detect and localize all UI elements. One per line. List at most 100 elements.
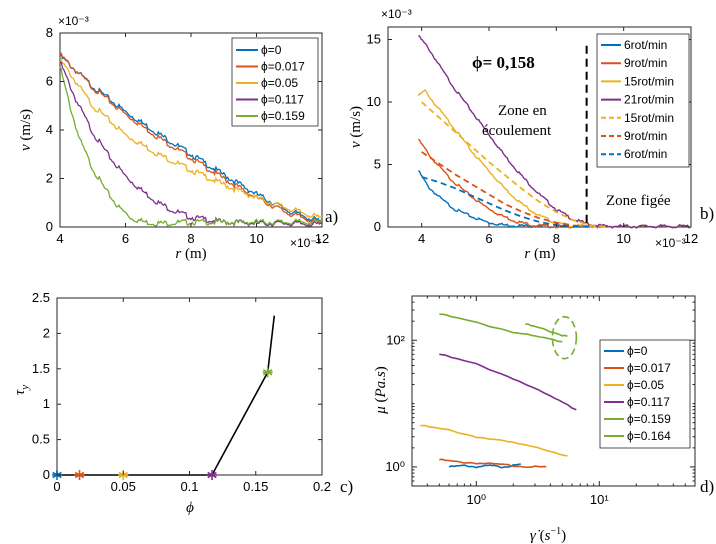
panel-a-y-tick-label: 2 — [46, 171, 53, 186]
panel-c-x-tick-label: 0 — [53, 479, 60, 494]
panel-d-series-line — [439, 458, 547, 468]
panel-b-y-tick-label: 15 — [367, 32, 381, 47]
panel-b-y-ticks: 0 5 10 15 — [367, 32, 691, 234]
panel-d-legend-entry: ϕ=0.164 — [627, 429, 671, 443]
panel-a-y-tick-label: 6 — [46, 74, 53, 89]
panel-a-x-tick-label: 8 — [187, 231, 194, 246]
panel-b-y-tick-label: 10 — [367, 94, 381, 109]
panel-a-legend-entry: ϕ=0.017 — [261, 60, 305, 74]
panel-a-legend: ϕ=0 ϕ=0.017 ϕ=0.05 ϕ=0.117 ϕ=0.159 — [231, 37, 319, 127]
panel-a-y-tick-label: 4 — [46, 122, 53, 137]
panel-a-legend-entry: ϕ=0.159 — [261, 109, 305, 123]
panel-c-y-ticks: 0 0.5 1 1.5 2 2.5 — [32, 290, 322, 482]
panel-d-series-line — [448, 463, 521, 469]
panel-d-x-tick-label: 10⁰ — [466, 492, 486, 507]
panel-d-legend-entry: ϕ=0.017 — [627, 361, 671, 375]
panel-b-flow-zone-label-1: Zone en — [498, 103, 547, 119]
panel-b-y-exponent: ×10⁻³ — [381, 7, 412, 21]
panel-b-series-dashed — [421, 151, 591, 228]
panel-a-y-tick-label: 8 — [46, 25, 53, 40]
panel-c-y-tick-label: 0.5 — [32, 432, 50, 447]
panel-a-x-exponent: ×10⁻³ — [290, 236, 321, 250]
panel-b-legend-entry: 9rot/min — [624, 129, 667, 143]
panel-b-x-tick-label: 6 — [485, 231, 492, 246]
panel-b-legend-entry: 21rot/min — [624, 93, 674, 107]
panel-b-x-tick-label: 4 — [418, 231, 425, 246]
panel-a-series-line — [59, 57, 322, 219]
panel-a-x-tick-label: 10 — [249, 231, 263, 246]
panel-b-legend-entry: 9rot/min — [624, 56, 667, 70]
panel-a-legend-entry: ϕ=0.117 — [261, 93, 304, 107]
panel-b-legend-entry: 15rot/min — [624, 74, 674, 88]
panel-b-legend-entry: 6rot/min — [624, 38, 667, 52]
panel-b-series-dashed — [421, 101, 607, 228]
panel-c-label: c) — [340, 477, 353, 496]
panel-b-phi-annotation: ϕ= 0,158 — [472, 53, 535, 72]
panel-d-y-tick-label: 10² — [386, 332, 405, 347]
panel-b-x-label: r (m) — [524, 246, 555, 262]
panel-c-y-tick-label: 2.5 — [32, 290, 50, 305]
panel-b-flow-zone-label-2: écoulement — [482, 123, 552, 139]
panel-b-legend: 6rot/min 9rot/min 15rot/min 21rot/min 15rot/… — [596, 33, 690, 168]
panel-a-legend-entry: ϕ=0 — [261, 43, 282, 57]
panel-c-marker — [207, 470, 218, 480]
panel-a-series-line — [59, 61, 323, 228]
panel-a-x-tick-label: 4 — [56, 231, 63, 246]
panel-d-legend: ϕ=0 ϕ=0.017 ϕ=0.05 ϕ=0.117 ϕ=0.159 ϕ=0.164 — [599, 339, 691, 449]
panel-d-chart: 10⁰ 10¹ 10⁰ 10² γ̇ (s−1) μ (Pa.s) ϕ=0 ϕ=0.0… — [373, 295, 714, 544]
panel-c-x-tick-label: 0.05 — [111, 479, 136, 494]
panel-d-label: d) — [700, 477, 714, 496]
panel-d-legend-entry: ϕ=0.117 — [627, 395, 670, 409]
panel-d-legend-entry: ϕ=0.159 — [627, 412, 671, 426]
panel-b-y-tick-label: 5 — [374, 157, 381, 172]
panel-a-y-exponent: ×10⁻³ — [58, 14, 89, 28]
panel-d-y-tick-label: 10⁰ — [385, 459, 405, 474]
panel-c-y-label: τy — [12, 385, 31, 395]
panel-c-y-tick-label: 2 — [43, 325, 50, 340]
panel-c-x-ticks: 0 0.05 0.1 0.15 0.2 — [53, 298, 331, 494]
panel-b-label: b) — [700, 204, 714, 223]
panel-a-x-label: r (m) — [175, 246, 206, 262]
panel-a-series-line — [59, 52, 323, 224]
panel-c-chart: 0 0.05 0.1 0.15 0.2 0 0.5 1 1.5 2 2.5 ϕ τy c) — [12, 290, 353, 516]
panel-b-series-line — [418, 35, 691, 229]
panel-d-ellipse — [551, 315, 578, 360]
panel-c-marker — [74, 470, 85, 480]
panel-a-x-tick-label: 6 — [122, 231, 129, 246]
panel-a-y-tick-label: 0 — [46, 219, 53, 234]
panel-a-y-ticks: 0 2 4 6 8 — [46, 25, 322, 234]
panel-b-legend-entry: 6rot/min — [624, 147, 667, 161]
panel-b-x-exponent: ×10⁻³ — [655, 236, 686, 250]
panel-a-x-tick-label: 12 — [315, 231, 329, 246]
panel-a-x-ticks: 4 6 8 10 12 — [56, 33, 329, 246]
panel-c-x-label: ϕ — [186, 500, 194, 516]
panel-d-x-tick-label: 10¹ — [590, 492, 609, 507]
panel-d-series-line — [439, 353, 577, 411]
panel-c-marker — [262, 367, 273, 378]
panel-d-y-label: μ (Pa.s) — [373, 366, 389, 415]
panel-b-chart: 4 6 8 10 12 0 5 10 15 ×10⁻³ ×10⁻³ r (m) v (m/s)… — [348, 7, 714, 262]
panel-d-series-line — [439, 313, 563, 343]
panel-b-x-tick-label: 10 — [616, 231, 630, 246]
panel-c-y-tick-label: 0 — [43, 467, 50, 482]
panel-d-legend-entry: ϕ=0 — [627, 344, 648, 358]
panel-c-x-tick-label: 0.2 — [313, 479, 331, 494]
panel-d-legend-entry: ϕ=0.05 — [627, 378, 664, 392]
panel-d-legend-box — [599, 339, 691, 449]
panel-b-x-ticks: 4 6 8 10 12 — [418, 27, 698, 246]
panel-c-y-tick-label: 1.5 — [32, 361, 50, 376]
panel-c-x-tick-label: 0.15 — [243, 479, 268, 494]
panel-d-series-line — [420, 424, 568, 457]
panel-b-frozen-zone-label: Zone figée — [606, 193, 671, 209]
panel-a-y-label: v (m/s) — [18, 109, 34, 151]
panel-b-series-group — [417, 35, 691, 229]
panel-c-x-tick-label: 0.1 — [180, 479, 198, 494]
panel-d-x-label: γ̇ (s−1) — [530, 526, 566, 544]
panel-b-x-tick-label: 12 — [684, 231, 698, 246]
panel-b-legend-entry: 15rot/min — [624, 111, 674, 125]
panel-a-label: a) — [325, 207, 338, 226]
panel-b-y-tick-label: 0 — [374, 219, 381, 234]
panel-b-series-dashed — [421, 176, 591, 228]
